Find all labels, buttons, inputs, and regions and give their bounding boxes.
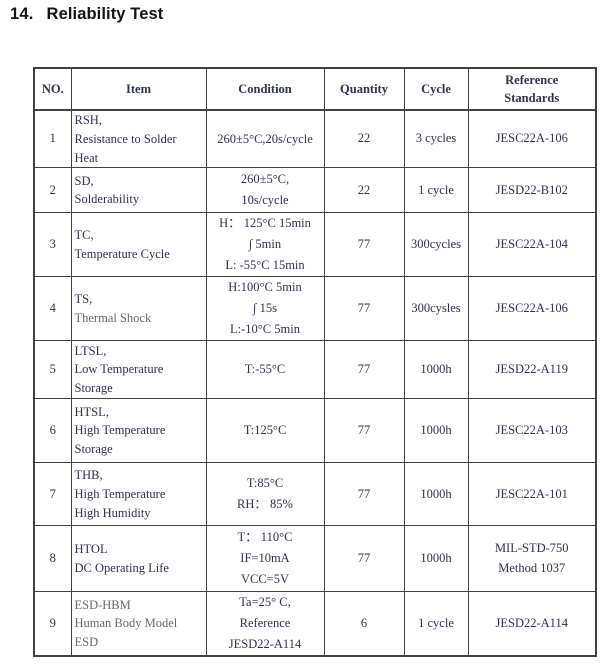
cell-cycle: 3 cycles (403, 109, 469, 169)
col-header-no: NO. (33, 67, 72, 111)
cell-condition: 260±5°C, 10s/cycle (205, 167, 325, 214)
col-header-quantity: Quantity (323, 67, 405, 111)
col-header-item: Item (70, 67, 207, 111)
cell-cycle: 300cycles (403, 212, 469, 278)
cell-quantity: 77 (323, 398, 405, 464)
cell-condition: T:-55°C (205, 340, 325, 400)
cell-item: LTSL, Low Temperature Storage (70, 340, 207, 400)
section-number: 14. (10, 5, 34, 23)
table-row: 2 SD, Solderability 260±5°C, 10s/cycle 2… (33, 167, 597, 214)
cell-reference: JESC22A-106 (467, 109, 597, 169)
cell-no: 9 (33, 591, 72, 657)
cell-condition: H： 125°C 15min ∫ 5min L: -55°C 15min (205, 212, 325, 278)
cell-condition: T:85°C RH： 85% (205, 462, 325, 527)
item-code: TS, (74, 292, 93, 306)
cell-cycle: 1000h (403, 398, 469, 464)
cell-cycle: 1 cycle (403, 167, 469, 214)
reliability-test-table: NO. Item Condition Quantity Cycle Refere… (33, 67, 597, 658)
table-row: 9 ESD-HBM Human Body Model ESD Ta=25° C,… (33, 591, 597, 657)
table-row: 5 LTSL, Low Temperature Storage T:-55°C … (33, 340, 597, 400)
cell-cycle: 1000h (403, 462, 469, 527)
cell-no: 1 (33, 109, 72, 169)
cell-no: 8 (33, 525, 72, 593)
cell-cycle: 1 cycle (403, 591, 469, 657)
cell-item: HTSL, High Temperature Storage (70, 398, 207, 464)
cell-no: 3 (33, 212, 72, 278)
cell-no: 6 (33, 398, 72, 464)
cell-quantity: 22 (323, 167, 405, 214)
cell-reference: JESC22A-106 (467, 276, 597, 342)
cell-condition: T： 110°C IF=10mA VCC=5V (205, 525, 325, 593)
cell-no: 2 (33, 167, 72, 214)
cell-reference: MIL-STD-750 Method 1037 (467, 525, 597, 593)
cell-item: HTOL DC Operating Life (70, 525, 207, 593)
cell-no: 4 (33, 276, 72, 342)
cell-reference: JESD22-A114 (467, 591, 597, 657)
cell-condition: Ta=25° C, Reference JESD22-A114 (205, 591, 325, 657)
cell-quantity: 6 (323, 591, 405, 657)
cell-no: 5 (33, 340, 72, 400)
cell-reference: JESC22A-103 (467, 398, 597, 464)
cell-quantity: 77 (323, 276, 405, 342)
col-header-reference: Reference Standards (467, 67, 597, 111)
cell-no: 7 (33, 462, 72, 527)
section-heading: 14. Reliability Test (10, 5, 163, 24)
cell-item: TS, Thermal Shock (70, 276, 207, 342)
col-header-cycle: Cycle (403, 67, 469, 111)
cell-item: ESD-HBM Human Body Model ESD (70, 591, 207, 657)
table-row: 1 RSH, Resistance to Solder Heat 260±5°C… (33, 109, 597, 169)
table-row: 4 TS, Thermal Shock H:100°C 5min ∫ 15s L:… (33, 276, 597, 342)
cell-item: TC, Temperature Cycle (70, 212, 207, 278)
item-description: Thermal Shock (74, 310, 152, 325)
cell-quantity: 77 (323, 340, 405, 400)
cell-quantity: 77 (323, 525, 405, 593)
cell-item: SD, Solderability (70, 167, 207, 214)
header-row: NO. Item Condition Quantity Cycle Refere… (33, 67, 597, 111)
cell-cycle: 1000h (403, 340, 469, 400)
cell-cycle: 300cysles (403, 276, 469, 342)
cell-condition: H:100°C 5min ∫ 15s L:-10°C 5min (205, 276, 325, 342)
cell-cycle: 1000h (403, 525, 469, 593)
cell-reference: JESD22-B102 (467, 167, 597, 214)
cell-quantity: 77 (323, 462, 405, 527)
cell-condition: T:125°C (205, 398, 325, 464)
cell-quantity: 77 (323, 212, 405, 278)
table-row: 7 THB, High Temperature High Humidity T:… (33, 462, 597, 527)
cell-condition: 260±5°C,20s/cycle (205, 109, 325, 169)
table-row: 6 HTSL, High Temperature Storage T:125°C… (33, 398, 597, 464)
cell-quantity: 22 (323, 109, 405, 169)
cell-reference: JESC22A-104 (467, 212, 597, 278)
cell-reference: JESD22-A119 (467, 340, 597, 400)
section-title: Reliability Test (46, 5, 164, 23)
table-row: 3 TC, Temperature Cycle H： 125°C 15min ∫… (33, 212, 597, 278)
cell-item: RSH, Resistance to Solder Heat (70, 109, 207, 169)
cell-reference: JESC22A-101 (467, 462, 597, 527)
cell-item: THB, High Temperature High Humidity (70, 462, 207, 527)
table-row: 8 HTOL DC Operating Life T： 110°C IF=10m… (33, 525, 597, 593)
col-header-condition: Condition (205, 67, 325, 111)
